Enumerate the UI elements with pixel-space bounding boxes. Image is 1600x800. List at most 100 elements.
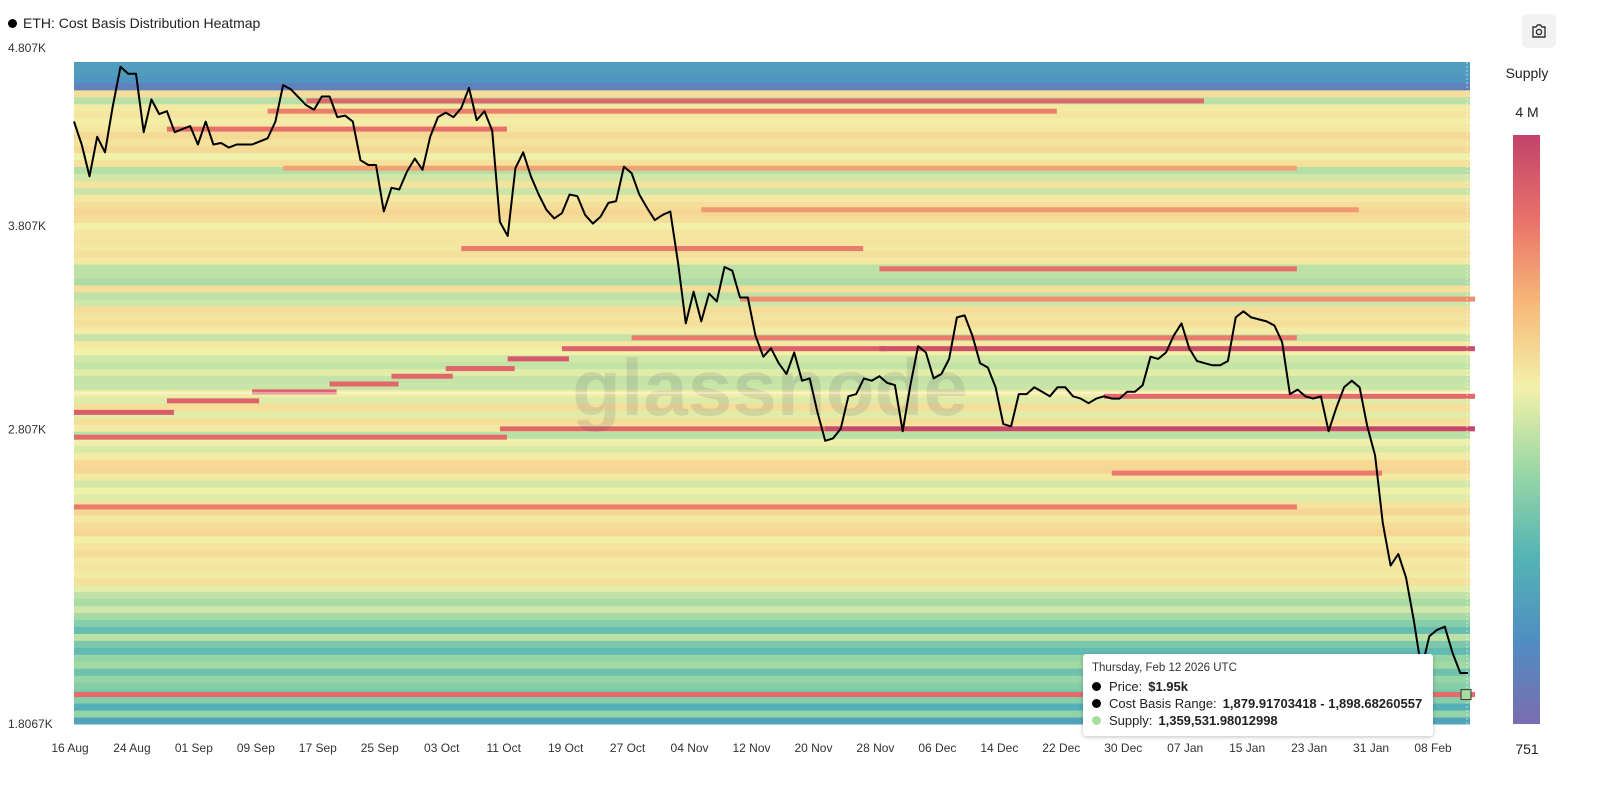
heatmap-band bbox=[461, 246, 864, 252]
heatmap-row bbox=[74, 612, 1470, 620]
x-axis: 16 Aug 24 Aug 01 Sep 09 Sep 17 Sep 25 Sep 03 O… bbox=[51, 741, 1452, 755]
y-tick-label: 1.8067K bbox=[8, 717, 53, 731]
heatmap-row bbox=[74, 68, 1470, 77]
tooltip-range: Cost Basis Range: 1,879.91703418 - 1,898.… bbox=[1092, 695, 1424, 712]
heatmap-row bbox=[74, 535, 1470, 544]
heatmap-row bbox=[74, 438, 1470, 446]
heatmap-bands bbox=[74, 98, 1475, 698]
heatmap-row bbox=[74, 507, 1470, 516]
heatmap-row bbox=[74, 396, 1470, 404]
x-tick-label: 31 Jan bbox=[1353, 741, 1389, 755]
y-tick-label: 4.807K bbox=[8, 41, 46, 55]
heatmap-row bbox=[74, 138, 1470, 147]
heatmap-row bbox=[74, 284, 1470, 293]
heatmap-row bbox=[74, 236, 1470, 244]
x-tick-label: 03 Oct bbox=[424, 741, 460, 755]
heatmap-row bbox=[74, 222, 1470, 230]
heatmap-band bbox=[74, 504, 1297, 510]
range-label: Cost Basis Range: bbox=[1109, 696, 1217, 711]
heatmap-row bbox=[74, 229, 1470, 237]
tooltip: Thursday, Feb 12 2026 UTC Price: $1.95k C… bbox=[1083, 654, 1433, 736]
title-text: ETH: Cost Basis Distribution Heatmap bbox=[23, 15, 261, 31]
heatmap-row bbox=[74, 619, 1470, 627]
x-tick-label: 16 Aug bbox=[51, 741, 88, 755]
heatmap-row bbox=[74, 633, 1470, 641]
heatmap-row bbox=[74, 194, 1470, 202]
heatmap-row bbox=[74, 340, 1470, 349]
y-tick-label: 3.807K bbox=[8, 219, 46, 233]
heatmap-row bbox=[74, 62, 1470, 70]
colorbar-title: Supply bbox=[1505, 65, 1549, 81]
title-dot-icon bbox=[8, 18, 17, 28]
range-dot-icon bbox=[1092, 699, 1101, 708]
heatmap-row bbox=[74, 89, 1470, 98]
heatmap-row bbox=[74, 696, 1470, 704]
chart-title: ETH: Cost Basis Distribution Heatmap bbox=[8, 15, 260, 31]
heatmap-row bbox=[74, 298, 1470, 307]
heatmap-row bbox=[74, 117, 1470, 126]
heatmap-band bbox=[74, 692, 1475, 698]
colorbar-min-label: 751 bbox=[1515, 741, 1539, 757]
supply-value: 1,359,531.98012998 bbox=[1158, 713, 1278, 728]
supply-label: Supply: bbox=[1109, 713, 1153, 728]
heatmap-row bbox=[74, 257, 1470, 265]
heatmap-band bbox=[879, 266, 1297, 272]
x-tick-label: 07 Jan bbox=[1167, 741, 1203, 755]
heatmap-band bbox=[166, 126, 507, 132]
heatmap-row bbox=[74, 173, 1470, 181]
heatmap-row bbox=[74, 549, 1470, 558]
heatmap-band bbox=[631, 335, 1297, 341]
heatmap-row bbox=[74, 473, 1470, 481]
heatmap-row bbox=[74, 368, 1470, 377]
x-tick-label: 22 Dec bbox=[1042, 741, 1080, 755]
heatmap-band bbox=[825, 426, 1475, 432]
heatmap-band bbox=[701, 207, 1359, 213]
heatmap-row bbox=[74, 466, 1470, 474]
tooltip-supply: Supply: 1,359,531.98012998 bbox=[1092, 712, 1424, 729]
heatmap-row bbox=[74, 326, 1470, 335]
x-tick-label: 04 Nov bbox=[671, 741, 709, 755]
heatmap-row bbox=[74, 291, 1470, 300]
heatmap-background bbox=[74, 62, 1470, 725]
price-dot-icon bbox=[1092, 682, 1101, 691]
heatmap-row bbox=[74, 521, 1470, 530]
heatmap-row bbox=[74, 215, 1470, 223]
heatmap-row bbox=[74, 605, 1470, 614]
heatmap-row bbox=[74, 145, 1470, 154]
heatmap-band bbox=[267, 108, 1057, 114]
heatmap-row bbox=[74, 410, 1470, 418]
x-tick-label: 09 Sep bbox=[237, 741, 275, 755]
x-tick-label: 20 Nov bbox=[794, 741, 832, 755]
heatmap-row bbox=[74, 577, 1470, 586]
heatmap-band bbox=[879, 346, 1475, 352]
heatmap-band bbox=[445, 366, 515, 372]
heatmap-band bbox=[740, 296, 1475, 302]
price-label: Price: bbox=[1109, 679, 1143, 694]
heatmap-row bbox=[74, 124, 1470, 133]
heatmap-row bbox=[74, 312, 1470, 321]
heatmap-band bbox=[561, 346, 887, 352]
heatmap-row bbox=[74, 271, 1470, 279]
x-tick-label: 24 Aug bbox=[113, 741, 150, 755]
screenshot-button[interactable] bbox=[1522, 14, 1556, 48]
heatmap-row bbox=[74, 305, 1470, 314]
camera-icon bbox=[1532, 24, 1546, 38]
heatmap-band bbox=[283, 165, 1297, 171]
watermark: glassnode bbox=[572, 343, 968, 432]
colorbar-max-label: 4 M bbox=[1515, 104, 1539, 120]
tooltip-price: Price: $1.95k bbox=[1092, 678, 1424, 695]
range-value: 1,879.91703418 - 1,898.68260557 bbox=[1222, 696, 1423, 711]
heatmap-row bbox=[74, 647, 1470, 655]
heatmap-band bbox=[74, 409, 174, 415]
heatmap-row bbox=[74, 445, 1470, 453]
heatmap-row bbox=[74, 682, 1470, 690]
y-tick-label: 2.807K bbox=[8, 423, 46, 437]
heatmap-row bbox=[74, 542, 1470, 551]
x-tick-label: 23 Jan bbox=[1291, 741, 1327, 755]
heatmap-row bbox=[74, 159, 1470, 168]
price-value: $1.95k bbox=[1148, 679, 1188, 694]
heatmap-row bbox=[74, 375, 1470, 384]
heatmap-row bbox=[74, 570, 1470, 579]
x-tick-label: 06 Dec bbox=[918, 741, 956, 755]
